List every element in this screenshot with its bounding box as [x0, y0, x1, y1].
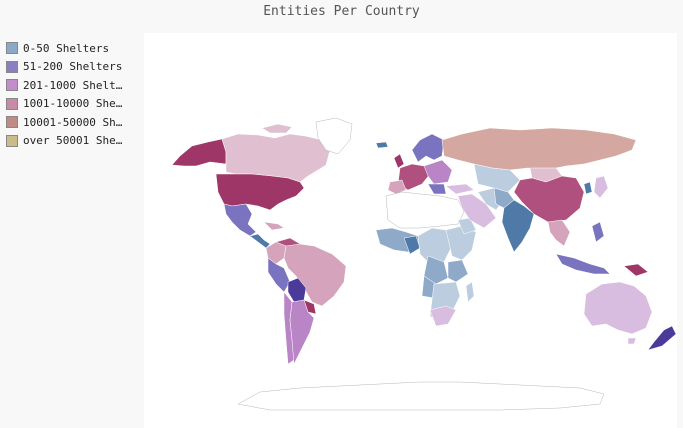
legend-swatch-over-50001: [6, 134, 18, 147]
world-map[interactable]: [144, 33, 677, 428]
legend-label-201-1000: 201-1000 Shelt…: [23, 78, 123, 92]
country-greenland[interactable]: [315, 117, 353, 155]
legend-item-0-50[interactable]: 0-50 Shelters: [6, 39, 122, 58]
country-iceland[interactable]: [375, 141, 389, 149]
legend-label-0-50: 0-50 Shelters: [23, 41, 110, 55]
chart-title: Entities Per Country: [263, 4, 420, 19]
country-indonesia[interactable]: [555, 253, 611, 275]
legend-swatch-1001-10000: [6, 97, 18, 110]
country-ethiopia[interactable]: [457, 217, 477, 235]
country-tasmania[interactable]: [627, 337, 637, 345]
country-canada-islands[interactable]: [261, 123, 293, 134]
country-central-africa[interactable]: [417, 227, 453, 265]
country-papua-new-guinea[interactable]: [623, 263, 649, 277]
legend-swatch-10001-50000: [6, 116, 18, 129]
country-china[interactable]: [513, 175, 585, 223]
country-south-africa[interactable]: [429, 305, 457, 327]
country-north-africa[interactable]: [385, 191, 465, 229]
country-uk[interactable]: [393, 153, 405, 169]
country-argentina[interactable]: [289, 299, 315, 365]
country-brazil[interactable]: [283, 243, 347, 307]
country-madagascar[interactable]: [465, 281, 475, 303]
legend-swatch-0-50: [6, 42, 18, 55]
legend-label-1001-10000: 1001-10000 She…: [23, 97, 123, 111]
country-caribbean[interactable]: [263, 221, 285, 231]
legend-item-10001-50000[interactable]: 10001-50000 Sh…: [6, 113, 122, 132]
country-philippines[interactable]: [591, 221, 605, 243]
legend-label-10001-50000: 10001-50000 Sh…: [23, 115, 123, 129]
country-antarctica[interactable]: [237, 381, 605, 411]
country-korea[interactable]: [583, 181, 593, 195]
legend-swatch-201-1000: [6, 79, 18, 92]
legend-item-1001-10000[interactable]: 1001-10000 She…: [6, 95, 122, 114]
country-japan[interactable]: [593, 175, 609, 199]
country-eastern-europe[interactable]: [423, 159, 453, 185]
country-middle-east[interactable]: [457, 193, 497, 229]
map-area[interactable]: [144, 33, 677, 428]
country-congo[interactable]: [423, 255, 449, 285]
country-balkans[interactable]: [427, 183, 447, 195]
legend-item-over-50001[interactable]: over 50001 She…: [6, 132, 122, 151]
country-central-america[interactable]: [249, 233, 271, 249]
country-russia[interactable]: [441, 127, 637, 171]
country-turkey[interactable]: [445, 183, 475, 195]
country-southeast-asia[interactable]: [547, 219, 571, 247]
legend-label-51-200: 51-200 Shelters: [23, 60, 123, 74]
country-tanzania[interactable]: [447, 259, 469, 283]
legend-item-51-200[interactable]: 51-200 Shelters: [6, 58, 122, 77]
legend-item-201-1000[interactable]: 201-1000 Shelt…: [6, 76, 122, 95]
country-usa[interactable]: [215, 173, 305, 211]
legend-label-over-50001: over 50001 She…: [23, 134, 123, 148]
country-australia[interactable]: [583, 281, 653, 335]
country-mexico[interactable]: [223, 203, 257, 237]
country-peru[interactable]: [267, 257, 291, 293]
country-alaska[interactable]: [171, 138, 227, 167]
country-new-zealand[interactable]: [647, 325, 677, 351]
country-kazakhstan[interactable]: [473, 163, 521, 193]
legend: 0-50 Shelters 51-200 Shelters 201-1000 S…: [6, 39, 122, 150]
legend-swatch-51-200: [6, 60, 18, 73]
country-india[interactable]: [501, 199, 535, 253]
country-scandinavia[interactable]: [411, 133, 445, 163]
